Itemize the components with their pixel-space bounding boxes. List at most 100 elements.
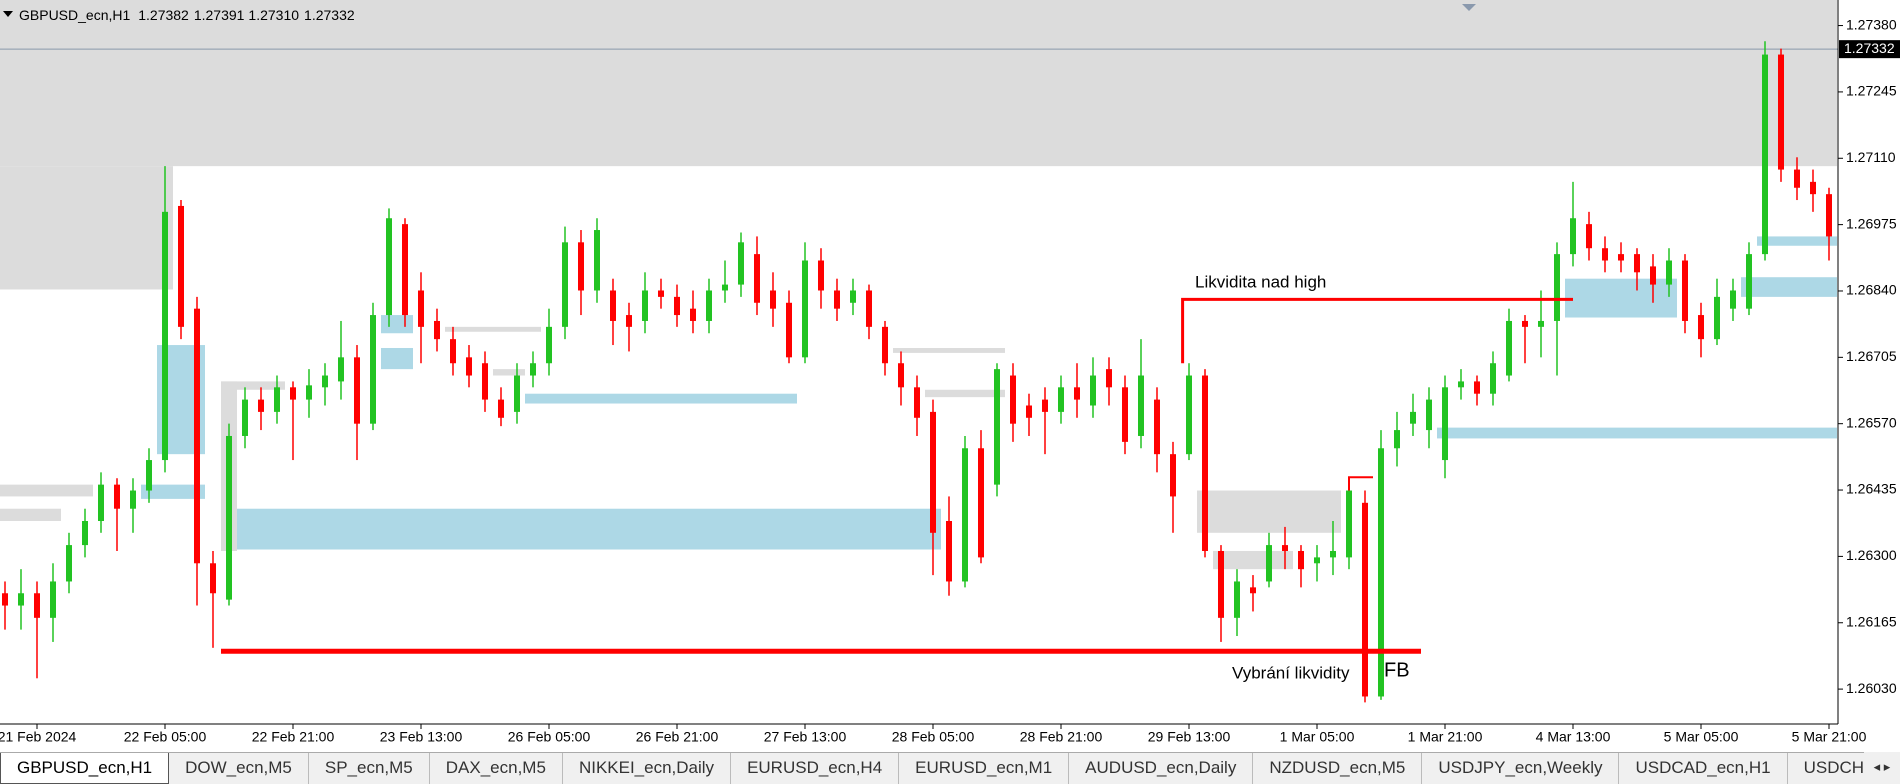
candle-body	[1074, 387, 1080, 400]
candle-body	[1346, 490, 1352, 558]
chart-header: GBPUSD_ecn,H1 1.27382 1.27391 1.27310 1.2733…	[19, 7, 355, 23]
y-tick-label: 1.27380	[1846, 16, 1897, 32]
annotation: FB	[1384, 659, 1410, 681]
candle-body	[18, 593, 24, 606]
candle-body	[1298, 550, 1304, 570]
candle-body	[1810, 181, 1816, 195]
y-tick-label: 1.27110	[1846, 149, 1896, 165]
candle-body	[850, 290, 856, 303]
symbol-tab[interactable]: USDCAD_ecn,H1	[1619, 753, 1788, 784]
candle-body	[882, 326, 888, 364]
candle-body	[290, 387, 296, 400]
symbol-tab[interactable]: USDJPY_ecn,Weekly	[1422, 753, 1620, 784]
candle-body	[1026, 405, 1032, 418]
y-tick-label: 1.26435	[1846, 481, 1897, 497]
chart: Likvidita nad high Vybrání likvidity FB 1.2…	[0, 0, 1900, 745]
quote-value: 1.27310	[248, 7, 299, 23]
zone	[0, 0, 1837, 167]
candle-body	[146, 460, 152, 491]
candle-body	[1602, 248, 1608, 261]
candle-body	[1826, 194, 1832, 237]
zone	[1565, 278, 1677, 318]
candle-body	[1250, 587, 1256, 594]
quote-value: 1.27391	[194, 7, 245, 23]
candle-body	[1122, 387, 1128, 442]
candle-body	[386, 218, 392, 316]
candle-body	[1394, 430, 1400, 449]
plot-area	[0, 0, 1838, 703]
symbol-tab[interactable]: EURUSD_ecn,M1	[899, 753, 1070, 784]
tab-scroll[interactable]: ◂ ▸	[1864, 752, 1900, 784]
symbol-tab[interactable]: DAX_ecn,M5	[430, 753, 563, 784]
candle-body	[434, 320, 440, 340]
candle-body	[130, 490, 136, 509]
zone	[237, 508, 941, 550]
candle-body	[1058, 387, 1064, 412]
candle-body	[498, 399, 504, 418]
y-tick-label: 1.26030	[1846, 680, 1897, 696]
zone	[1757, 236, 1837, 246]
candle-body	[1378, 448, 1384, 697]
zone	[221, 381, 285, 390]
candle-body	[1106, 369, 1112, 388]
candle-body	[322, 375, 328, 388]
zone	[141, 484, 205, 499]
symbol-tab[interactable]: GBPUSD_ecn,H1	[0, 753, 170, 784]
candle-body	[594, 230, 600, 291]
x-tick-label: 26 Feb 21:00	[636, 729, 719, 745]
candle-body	[1362, 502, 1368, 697]
y-tick-label: 1.26165	[1846, 613, 1897, 629]
level-line	[1181, 297, 1573, 364]
candle-body	[754, 254, 760, 303]
candle-body	[210, 563, 216, 594]
candle-body	[1218, 550, 1224, 618]
candle-body	[354, 357, 360, 424]
zone	[0, 166, 173, 290]
candle-body	[1586, 224, 1592, 249]
candle-body	[1538, 320, 1544, 327]
candle-body	[1666, 260, 1672, 285]
candle-body	[914, 387, 920, 418]
candle-body	[1794, 169, 1800, 188]
symbol-tab[interactable]: DOW_ecn,M5	[169, 753, 309, 784]
candle-body	[2, 593, 8, 606]
x-tick-label: 23 Feb 13:00	[380, 729, 463, 745]
candle-body	[1682, 260, 1688, 321]
last-price-label: 1.27332	[1844, 40, 1895, 56]
candle-body	[546, 326, 552, 364]
candle-body	[1490, 363, 1496, 394]
candle-body	[530, 363, 536, 376]
shift-marker	[1462, 4, 1476, 11]
candle-body	[1266, 545, 1272, 582]
candle-body	[1138, 375, 1144, 436]
candle-body	[98, 484, 104, 522]
x-tick-label: 5 Mar 05:00	[1664, 729, 1739, 745]
candle-body	[1746, 254, 1752, 309]
symbol-tab[interactable]: SP_ecn,M5	[309, 753, 430, 784]
candle-body	[274, 387, 280, 412]
annotation: Vybrání likvidity	[1232, 663, 1350, 682]
symbol-tab[interactable]: NZDUSD_ecn,M5	[1253, 753, 1423, 784]
candle-body	[834, 290, 840, 309]
symbol: GBPUSD_ecn,H1	[19, 7, 130, 23]
y-tick-label: 1.27245	[1846, 83, 1897, 99]
candle-body	[898, 363, 904, 388]
symbol-tab[interactable]: AUDUSD_ecn,Daily	[1069, 753, 1254, 784]
candle-body	[1442, 387, 1448, 461]
level-line	[1348, 476, 1373, 491]
candle-body	[1570, 218, 1576, 255]
candle-body	[34, 593, 40, 618]
symbol-tab[interactable]: NIKKEI_ecn,Daily	[563, 753, 732, 784]
zone	[0, 484, 93, 497]
y-tick-label: 1.26570	[1846, 414, 1897, 430]
x-tick-label: 1 Mar 21:00	[1408, 729, 1483, 745]
symbol-tab[interactable]: EURUSD_ecn,H4	[731, 753, 900, 784]
candle-body	[1634, 254, 1640, 273]
candle-body	[418, 290, 424, 327]
candle-body	[962, 448, 968, 582]
x-tick-label: 22 Feb 21:00	[252, 729, 335, 745]
candle-body	[786, 302, 792, 358]
candle-body	[626, 315, 632, 327]
candle-body	[1314, 557, 1320, 564]
